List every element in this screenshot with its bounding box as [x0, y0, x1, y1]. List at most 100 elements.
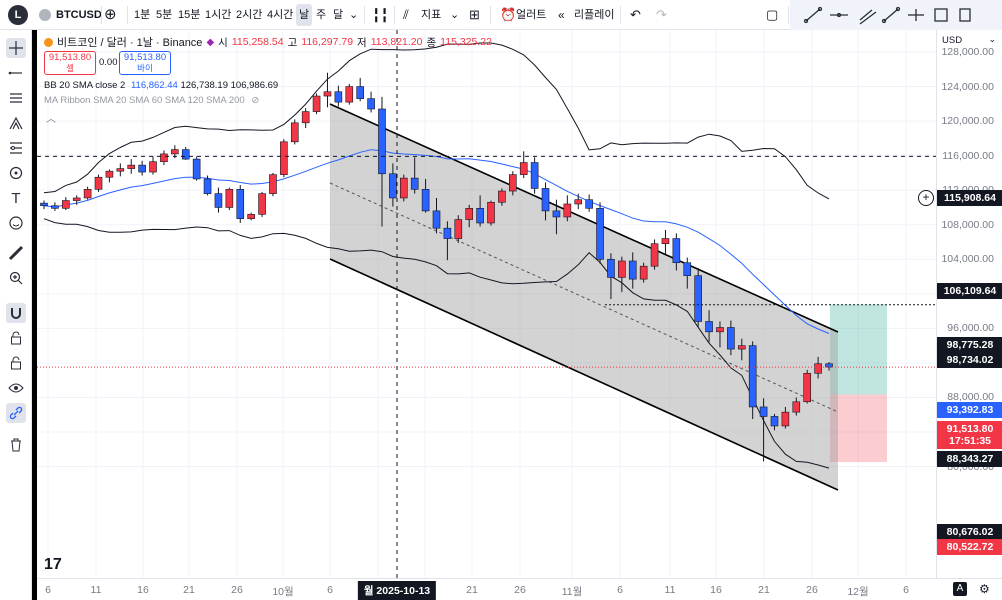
undo-icon[interactable]: ↶: [630, 7, 641, 22]
replay-icon[interactable]: «: [558, 8, 565, 22]
sell-button[interactable]: 91,513.80 셀: [44, 51, 96, 75]
currency-label[interactable]: USD: [942, 35, 963, 46]
ruler-icon[interactable]: [6, 243, 26, 263]
price-tag: 98,775.28: [937, 337, 1002, 353]
bitcoin-icon: [44, 37, 53, 47]
bb-legend[interactable]: BB 20 SMA close 2 116,862.44 126,738.19 …: [44, 80, 278, 91]
fullscreen-icon[interactable]: ▢: [766, 7, 779, 22]
layouts-icon[interactable]: ⊞: [469, 7, 480, 22]
price-chart[interactable]: [37, 30, 936, 578]
chevron-down-icon[interactable]: ⌄: [450, 9, 460, 21]
pitchfork-icon[interactable]: [6, 113, 26, 133]
close-label: 종: [426, 36, 437, 49]
sell-label: 셀: [66, 63, 74, 73]
candle-body: [225, 189, 234, 208]
lock-drawings-icon[interactable]: [6, 353, 26, 373]
close-value: 115,325.22: [440, 36, 492, 48]
lock-icon[interactable]: [6, 328, 26, 348]
price-tag: 98,734.02: [937, 352, 1002, 368]
open-value: 115,258.54: [231, 36, 284, 48]
candle-body: [716, 327, 724, 333]
candle-body: [367, 98, 375, 110]
bitcoin-icon: [39, 9, 51, 21]
candles-icon[interactable]: ╏╏: [372, 7, 389, 23]
indicators-icon[interactable]: ⫽: [403, 7, 409, 22]
trend-line-icon[interactable]: [6, 63, 26, 83]
emoji-icon[interactable]: [6, 213, 26, 233]
interval-month[interactable]: 달: [333, 9, 344, 21]
redo-icon[interactable]: ↷: [656, 7, 667, 22]
ribbon-legend[interactable]: MA Ribbon SMA 20 SMA 60 SMA 120 SMA 200 …: [44, 95, 259, 106]
candle-body: [181, 149, 190, 160]
time-axis[interactable]: 6 11 16 21 26 10월 6 월 2025-10-13 21 26 11월 6 11 16 21 2…: [37, 578, 1002, 600]
alert-button[interactable]: 얼러트: [516, 9, 547, 21]
crosshair-icon[interactable]: [6, 38, 26, 58]
user-avatar[interactable]: L: [8, 5, 28, 25]
price-tick-label: 108,000.00: [941, 218, 994, 231]
candle-body: [160, 153, 168, 162]
bb-lower: 106,986.69: [230, 80, 279, 91]
interval-4h[interactable]: 4시간: [267, 9, 294, 21]
interval-1m[interactable]: 1분: [134, 9, 151, 21]
interval-2h[interactable]: 2시간: [236, 9, 263, 21]
stop-loss-zone: [830, 394, 887, 463]
interval-1h[interactable]: 1시간: [205, 9, 232, 21]
chevron-down-icon[interactable]: ⌄: [988, 34, 996, 44]
candle-body: [509, 174, 517, 192]
auto-scale-button[interactable]: A: [953, 582, 967, 596]
price-axis[interactable]: USD ⌄ 128,000.00 124,000.00 120,000.00 116,…: [936, 30, 1002, 578]
price-tag: 115,908.64: [937, 190, 1002, 206]
legend-title[interactable]: 비트코인 / 달러 · 1날 · Binance: [57, 37, 203, 49]
time-tick-label: 21: [466, 584, 478, 596]
candle-body: [661, 238, 670, 245]
bb-lower-line: [43, 218, 830, 469]
interval-5m[interactable]: 5분: [156, 9, 173, 21]
alert-icon[interactable]: ⏰: [500, 7, 517, 22]
collapse-legend-icon[interactable]: ︿: [46, 114, 56, 125]
symbol-search[interactable]: BTCUSD: [56, 9, 102, 21]
magnet-icon[interactable]: [6, 303, 26, 323]
chart-canvas[interactable]: [37, 30, 936, 578]
price-tag: 80,676.02: [937, 524, 1002, 540]
compare-plus-icon[interactable]: ⊕: [104, 6, 117, 23]
interval-15m[interactable]: 15분: [178, 9, 201, 21]
chevron-down-icon[interactable]: ⌄: [349, 9, 359, 21]
time-tick-label: 26: [514, 584, 526, 596]
candle-body: [618, 260, 626, 278]
text-icon[interactable]: T: [11, 189, 21, 207]
settings-gear-icon[interactable]: ⚙: [979, 582, 990, 596]
price-tick-label: 120,000.00: [941, 115, 994, 128]
bb-basis: 116,862.44: [130, 80, 178, 91]
replay-button[interactable]: 리플레이: [574, 9, 615, 21]
candle-body: [192, 158, 201, 180]
candle-body: [323, 91, 332, 97]
time-tick-label: 21: [758, 584, 770, 596]
time-tick-label: 26: [231, 584, 243, 596]
price-tag: 88,343.27: [937, 451, 1002, 467]
eye-icon[interactable]: [6, 378, 26, 398]
time-tick-label: 21: [183, 584, 195, 596]
link-icon[interactable]: [6, 403, 26, 423]
candle-body: [94, 176, 103, 190]
candle-body: [62, 200, 70, 209]
horizontal-lines-icon[interactable]: [6, 88, 26, 108]
bb-basis-line: [43, 149, 830, 334]
candle-body: [683, 262, 692, 276]
low-label: 저: [357, 36, 367, 49]
interval-week[interactable]: 주: [316, 9, 327, 21]
candle-body: [770, 416, 779, 427]
brush-icon[interactable]: [6, 163, 26, 183]
hidden-eye-icon[interactable]: ⊘: [251, 95, 260, 106]
fib-icon[interactable]: [6, 138, 26, 158]
buy-button[interactable]: 91,513.80 바이: [119, 51, 171, 75]
interval-day[interactable]: 날: [296, 4, 313, 26]
indicators-button[interactable]: 지표: [421, 9, 442, 21]
candle-body: [410, 177, 419, 190]
high-value: 116,297.79: [301, 36, 354, 48]
trash-icon[interactable]: [6, 435, 26, 455]
add-price-plus-icon[interactable]: +: [918, 190, 934, 206]
price-tick-label: 124,000.00: [941, 80, 994, 93]
zoom-in-icon[interactable]: [6, 268, 26, 288]
candle-body: [149, 161, 157, 173]
candle-body: [72, 197, 81, 201]
